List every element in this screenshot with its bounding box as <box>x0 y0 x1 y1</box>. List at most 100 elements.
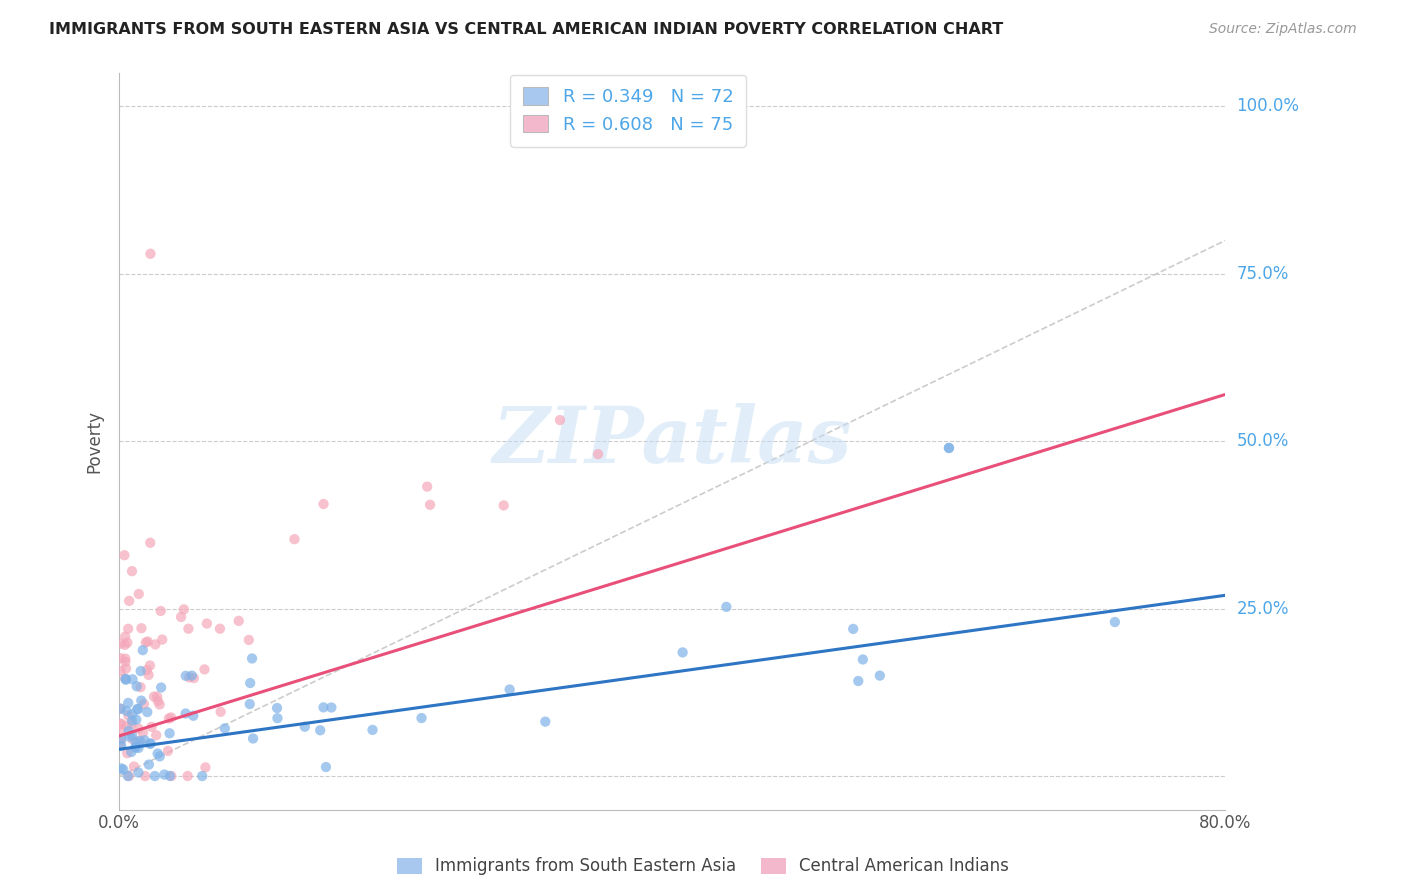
Point <box>139 737 162 751</box>
Point <box>173 602 195 616</box>
Point <box>498 682 520 697</box>
Point <box>160 710 183 724</box>
Point <box>170 610 193 624</box>
Point <box>110 739 132 753</box>
Point <box>208 622 231 636</box>
Point <box>110 732 132 747</box>
Point <box>117 746 139 760</box>
Point <box>139 535 162 549</box>
Point <box>118 723 141 738</box>
Y-axis label: Poverty: Poverty <box>86 409 103 473</box>
Point <box>150 681 173 695</box>
Point <box>149 698 172 712</box>
Point <box>112 548 135 562</box>
Point <box>118 730 141 744</box>
Point <box>112 763 135 777</box>
Point <box>136 663 159 677</box>
Point <box>125 739 148 754</box>
Point <box>121 728 143 742</box>
Point <box>121 673 143 687</box>
Point <box>492 499 515 513</box>
Legend: Immigrants from South Eastern Asia, Central American Indians: Immigrants from South Eastern Asia, Cent… <box>389 851 1017 882</box>
Point <box>183 671 205 685</box>
Point <box>548 413 571 427</box>
Legend: R = 0.349   N = 72, R = 0.608   N = 75: R = 0.349 N = 72, R = 0.608 N = 75 <box>510 75 747 146</box>
Point <box>266 711 288 725</box>
Text: 75.0%: 75.0% <box>1237 265 1289 283</box>
Point <box>110 736 132 750</box>
Point <box>136 634 159 648</box>
Point <box>141 720 163 734</box>
Point <box>238 632 260 647</box>
Point <box>110 761 132 775</box>
Point <box>239 676 262 690</box>
Point <box>110 723 132 737</box>
Point <box>283 532 305 546</box>
Point <box>176 769 198 783</box>
Point <box>321 700 343 714</box>
Point <box>191 769 214 783</box>
Text: 100.0%: 100.0% <box>1237 97 1299 115</box>
Point <box>181 708 204 723</box>
Point <box>135 635 157 649</box>
Point <box>846 673 869 688</box>
Point <box>136 705 159 719</box>
Point <box>138 757 160 772</box>
Point <box>312 700 335 714</box>
Point <box>122 759 145 773</box>
Point <box>121 732 143 747</box>
Point <box>134 769 156 783</box>
Point <box>121 717 143 731</box>
Point <box>110 731 132 746</box>
Point <box>110 664 132 678</box>
Point <box>672 645 695 659</box>
Point <box>174 669 197 683</box>
Point <box>411 711 433 725</box>
Point <box>110 717 132 731</box>
Point <box>195 616 218 631</box>
Point <box>125 679 148 693</box>
Point <box>114 630 136 644</box>
Point <box>294 720 316 734</box>
Point <box>114 638 136 652</box>
Point <box>110 637 132 651</box>
Point <box>117 622 139 636</box>
Point <box>118 594 141 608</box>
Point <box>117 769 139 783</box>
Point <box>115 673 138 687</box>
Point <box>110 702 132 716</box>
Point <box>146 694 169 708</box>
Point <box>1104 615 1126 629</box>
Point <box>121 714 143 728</box>
Point <box>242 731 264 746</box>
Point <box>938 441 960 455</box>
Point <box>128 734 150 748</box>
Point <box>114 672 136 686</box>
Point <box>179 670 201 684</box>
Point <box>266 701 288 715</box>
Point <box>716 599 738 614</box>
Point <box>139 246 162 260</box>
Point <box>138 668 160 682</box>
Point <box>139 658 162 673</box>
Point <box>159 726 181 740</box>
Point <box>121 564 143 578</box>
Point <box>117 708 139 723</box>
Point <box>156 744 179 758</box>
Point <box>131 621 153 635</box>
Point <box>120 745 142 759</box>
Point <box>312 497 335 511</box>
Point <box>110 651 132 665</box>
Text: IMMIGRANTS FROM SOUTH EASTERN ASIA VS CENTRAL AMERICAN INDIAN POVERTY CORRELATIO: IMMIGRANTS FROM SOUTH EASTERN ASIA VS CE… <box>49 22 1004 37</box>
Point <box>143 637 166 651</box>
Point <box>869 668 891 682</box>
Text: 25.0%: 25.0% <box>1237 599 1289 617</box>
Text: ZIPatlas: ZIPatlas <box>492 403 852 480</box>
Point <box>361 723 384 737</box>
Point <box>146 690 169 704</box>
Point <box>157 712 180 726</box>
Point <box>180 668 202 682</box>
Point <box>534 714 557 729</box>
Point <box>194 760 217 774</box>
Point <box>127 765 149 780</box>
